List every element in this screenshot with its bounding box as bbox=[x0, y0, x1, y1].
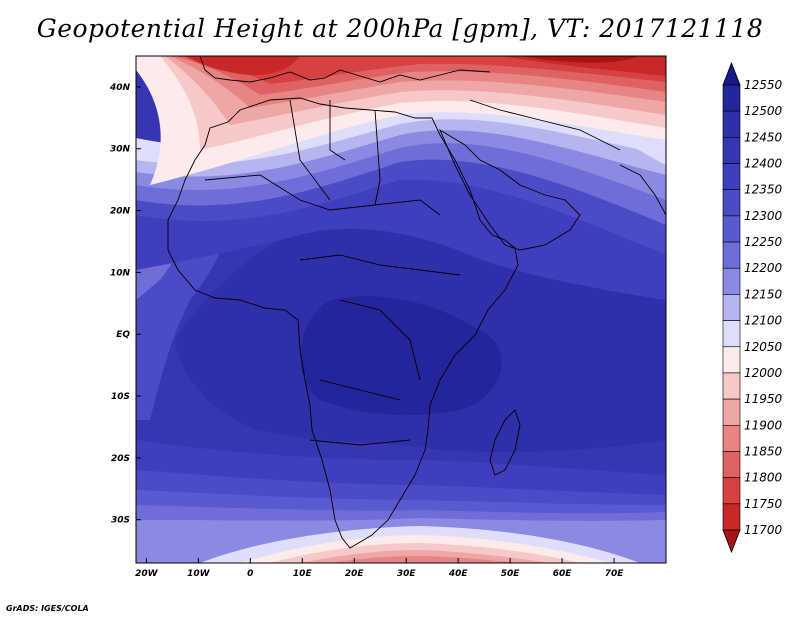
colorbar-swatch bbox=[722, 294, 741, 321]
x-tick-label: 20E bbox=[345, 569, 365, 579]
colorbar-swatch bbox=[722, 267, 741, 295]
y-tick-label: 20N bbox=[110, 207, 131, 217]
border-central bbox=[299, 254, 461, 446]
x-tick-label: 0 bbox=[247, 569, 253, 579]
colorbar-label: 12550 bbox=[744, 78, 783, 92]
field-band-n-blue2 bbox=[136, 154, 666, 255]
colorbar-label: 12450 bbox=[744, 130, 783, 144]
colorbar-label: 12500 bbox=[744, 104, 783, 118]
y-tick-label: EQ bbox=[116, 330, 130, 340]
map-title: Geopotential Height at 200hPa [gpm], VT:… bbox=[36, 14, 764, 43]
colorbar-label: 12400 bbox=[744, 157, 783, 171]
madagascar-coastline bbox=[489, 409, 521, 476]
colorbar-swatch bbox=[722, 241, 741, 269]
colorbar-label: 11850 bbox=[744, 444, 783, 458]
colorbar-swatch bbox=[722, 503, 741, 531]
colorbar-swatch bbox=[722, 398, 741, 426]
y-tick-label: 30N bbox=[110, 145, 131, 155]
colorbar-swatch bbox=[722, 84, 741, 112]
colorbar-label: 12350 bbox=[744, 183, 783, 197]
field-band-n-red5 bbox=[520, 56, 640, 63]
plot-frame bbox=[135, 55, 667, 564]
colorbar-swatch bbox=[722, 451, 741, 478]
colorbar-label: 12300 bbox=[744, 209, 783, 223]
field-band-n-blue5 bbox=[136, 117, 666, 177]
africa-coastline bbox=[167, 97, 519, 549]
x-tick-label: 70E bbox=[605, 569, 625, 579]
border-sahel bbox=[204, 174, 441, 216]
border-north bbox=[289, 99, 381, 206]
europe-coastline bbox=[199, 56, 491, 83]
border-mideast bbox=[469, 99, 621, 151]
height-field bbox=[136, 56, 666, 563]
y-tick-label: 10S bbox=[111, 392, 130, 402]
x-tick-label: 10E bbox=[293, 569, 313, 579]
colorbar-label: 11700 bbox=[744, 523, 783, 537]
field-band-ne-white bbox=[620, 140, 666, 165]
colorbar-swatch bbox=[722, 163, 741, 191]
field-band-n-blue4 bbox=[136, 127, 666, 200]
colorbar-label: 12200 bbox=[744, 261, 783, 275]
x-tick-label: 40E bbox=[448, 569, 469, 579]
colorbar-swatch bbox=[722, 137, 741, 164]
colorbar: 12550 12500 12450 12400 12350 12300 12250 12200… bbox=[722, 61, 783, 554]
arabia-coastline bbox=[439, 128, 581, 251]
colorbar-label: 11800 bbox=[744, 471, 783, 485]
colorbar-label: 11900 bbox=[744, 418, 783, 432]
x-tick-label: 30E bbox=[397, 569, 417, 579]
colorbar-swatch bbox=[722, 110, 741, 138]
x-tick-label: 50E bbox=[501, 569, 521, 579]
colorbar-label: 12250 bbox=[744, 235, 783, 249]
colorbar-label: 11750 bbox=[744, 497, 783, 511]
y-tick-label: 30S bbox=[111, 516, 130, 526]
india-coastline bbox=[619, 164, 666, 216]
colorbar-label: 11950 bbox=[744, 392, 783, 406]
grads-credit: GrADS: IGES/COLA bbox=[6, 604, 89, 613]
colorbar-swatch bbox=[722, 215, 741, 243]
x-tick-label: 10W bbox=[187, 569, 211, 579]
colorbar-swatch bbox=[722, 477, 741, 505]
colorbar-swatch bbox=[722, 372, 741, 400]
y-axis: 40N 30N 20N 10N EQ 10S 20S 30S bbox=[109, 83, 141, 526]
field-band-tropical-darkest bbox=[300, 296, 502, 416]
y-tick-label: 40N bbox=[109, 83, 131, 93]
colorbar-label: 12100 bbox=[744, 314, 783, 328]
field-band-n-blue1 bbox=[136, 171, 666, 300]
colorbar-label: 12150 bbox=[744, 287, 783, 301]
colorbar-swatch bbox=[722, 320, 741, 348]
x-tick-label: 20W bbox=[135, 569, 159, 579]
x-tick-label: 60E bbox=[553, 569, 573, 579]
colorbar-label: 12000 bbox=[744, 366, 783, 380]
colorbar-label: 12050 bbox=[744, 340, 783, 354]
y-tick-label: 20S bbox=[111, 454, 130, 464]
x-axis: 20W 10W 0 10E 20E 30E 40E 50E 60E 70E bbox=[135, 558, 624, 579]
y-tick-label: 10N bbox=[110, 268, 131, 278]
colorbar-swatch bbox=[722, 189, 741, 217]
field-band-n-red4 bbox=[185, 56, 666, 76]
colorbar-swatch bbox=[722, 424, 741, 452]
field-band-n-blue3 bbox=[136, 139, 666, 225]
colorbar-swatch bbox=[722, 346, 741, 374]
coastlines bbox=[167, 56, 666, 549]
colorbar-bottom-arrow bbox=[722, 529, 741, 554]
colorbar-top-arrow bbox=[722, 61, 741, 86]
field-band-s-red1 bbox=[330, 556, 520, 563]
